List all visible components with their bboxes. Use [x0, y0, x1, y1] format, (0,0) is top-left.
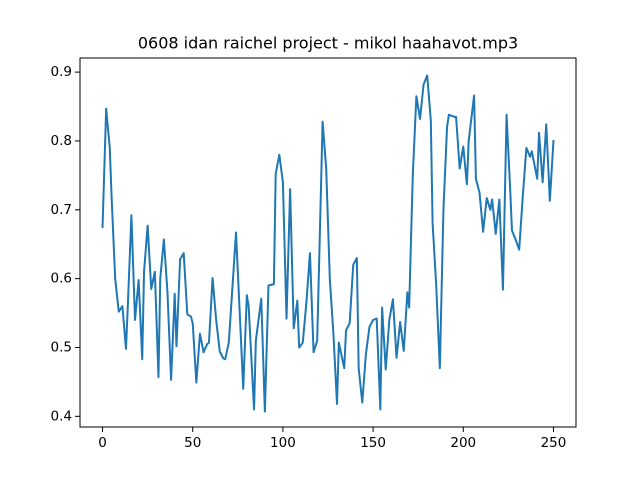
plot-frame: [79, 57, 577, 428]
x-tick-label: 50: [184, 435, 201, 451]
chart-title: 0608 idan raichel project - mikol haahav…: [138, 34, 518, 53]
x-tick-label: 250: [541, 435, 567, 451]
y-tick-label: 0.7: [51, 202, 72, 218]
x-tick-label: 150: [360, 435, 386, 451]
x-tick-label: 100: [270, 435, 296, 451]
y-tick-label: 0.5: [51, 339, 72, 355]
y-tick-label: 0.6: [51, 271, 72, 287]
data-line: [101, 74, 555, 413]
y-tick-label: 0.8: [51, 133, 72, 149]
y-tick-label: 0.4: [51, 408, 72, 424]
y-tick-label: 0.9: [51, 64, 72, 80]
x-tick-label: 0: [98, 435, 107, 451]
x-tick-label: 200: [450, 435, 476, 451]
